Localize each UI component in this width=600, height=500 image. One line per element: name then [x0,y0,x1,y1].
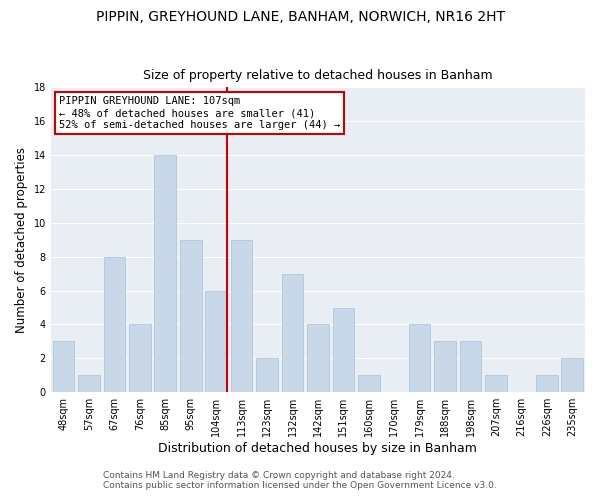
Bar [104,256,125,392]
Bar [180,240,202,392]
Bar [154,155,176,392]
Bar [485,376,507,392]
Bar [434,342,456,392]
Text: PIPPIN GREYHOUND LANE: 107sqm
← 48% of detached houses are smaller (41)
52% of s: PIPPIN GREYHOUND LANE: 107sqm ← 48% of d… [59,96,340,130]
Bar [129,324,151,392]
Bar [409,324,430,392]
Bar [231,240,253,392]
Bar [562,358,583,392]
Text: Contains HM Land Registry data © Crown copyright and database right 2024.
Contai: Contains HM Land Registry data © Crown c… [103,470,497,490]
Title: Size of property relative to detached houses in Banham: Size of property relative to detached ho… [143,69,493,82]
Text: PIPPIN, GREYHOUND LANE, BANHAM, NORWICH, NR16 2HT: PIPPIN, GREYHOUND LANE, BANHAM, NORWICH,… [95,10,505,24]
Bar [460,342,481,392]
Bar [205,290,227,392]
Y-axis label: Number of detached properties: Number of detached properties [15,147,28,333]
Bar [53,342,74,392]
X-axis label: Distribution of detached houses by size in Banham: Distribution of detached houses by size … [158,442,478,455]
Bar [332,308,354,392]
Bar [256,358,278,392]
Bar [307,324,329,392]
Bar [78,376,100,392]
Bar [536,376,557,392]
Bar [358,376,380,392]
Bar [281,274,303,392]
